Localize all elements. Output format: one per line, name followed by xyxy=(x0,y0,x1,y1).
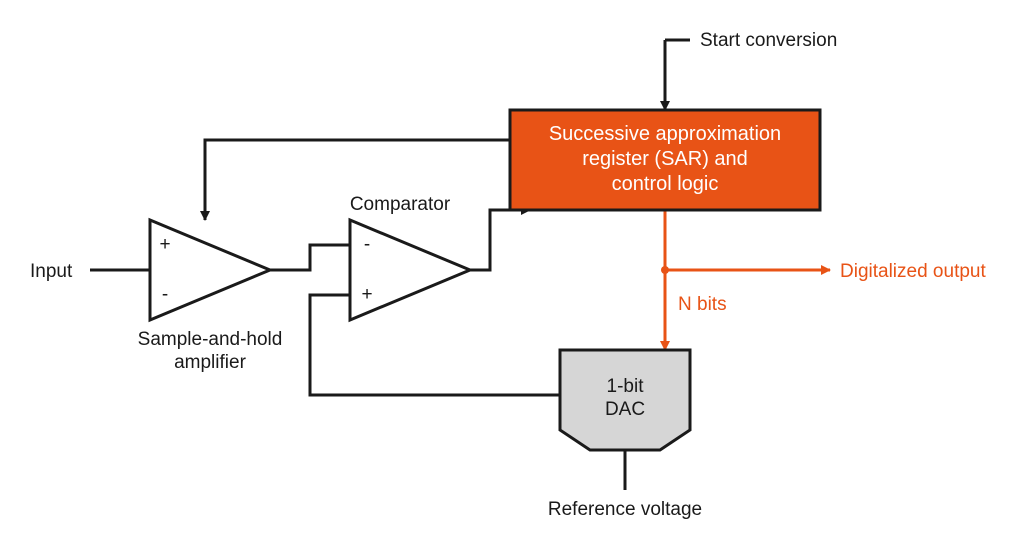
input-label: Input xyxy=(30,261,73,282)
junction-dot xyxy=(661,266,669,274)
dac-label-1: 1-bit xyxy=(607,376,645,397)
sha-label-2: amplifier xyxy=(174,352,246,373)
sar-label-2: register (SAR) and xyxy=(582,148,748,170)
sar-label-3: control logic xyxy=(612,173,719,195)
digital-output-label: Digitalized output xyxy=(840,261,986,282)
start-conversion-label: Start conversion xyxy=(700,30,837,51)
sar-block: Successive approximation register (SAR) … xyxy=(510,110,820,210)
svg-text:-: - xyxy=(162,284,168,305)
svg-text:-: - xyxy=(364,234,370,255)
comparator-label: Comparator xyxy=(350,194,451,215)
dac-block: 1-bit DAC xyxy=(560,350,690,450)
sar-label-1: Successive approximation xyxy=(549,123,781,145)
n-bits-label: N bits xyxy=(678,294,727,315)
sha-label-1: Sample-and-hold xyxy=(138,329,283,350)
sample-and-hold-block: + - xyxy=(150,220,270,320)
svg-text:+: + xyxy=(361,284,372,305)
wire-sha-to-comparator xyxy=(270,245,350,270)
svg-text:+: + xyxy=(159,234,170,255)
wire-sar-to-output xyxy=(665,210,830,270)
dac-label-2: DAC xyxy=(605,399,645,420)
wire-dac-to-comparator xyxy=(310,295,560,395)
reference-voltage-label: Reference voltage xyxy=(548,499,702,520)
comparator-block: + - xyxy=(350,220,470,320)
wire-comparator-to-sar xyxy=(470,210,530,270)
